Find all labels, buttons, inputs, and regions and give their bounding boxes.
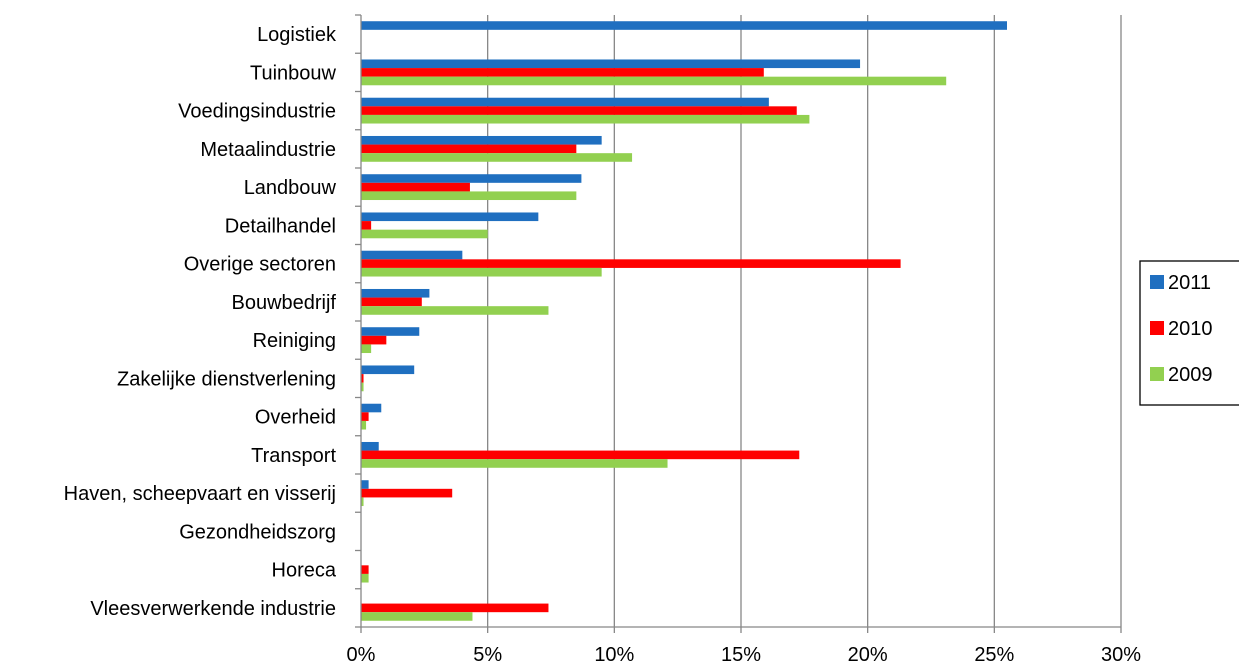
- category-label: Reiniging: [253, 330, 336, 352]
- bar: [361, 191, 577, 201]
- x-tick-labels: 0% 5% 10% 15% 20% 25% 30%: [347, 644, 1142, 664]
- axes: [355, 14, 1122, 633]
- category-label: Overheid: [255, 407, 336, 429]
- bar: [361, 135, 602, 145]
- bar: [361, 335, 387, 345]
- bar: [361, 420, 367, 430]
- bar: [361, 174, 582, 183]
- category-label: Zakelijke dienstverlening: [117, 368, 336, 390]
- legend-label: 2009: [1168, 364, 1213, 386]
- category-label: Logistiek: [257, 24, 337, 46]
- bar: [361, 114, 810, 124]
- bar: [361, 59, 861, 69]
- bar: [361, 221, 372, 230]
- bar: [361, 450, 800, 460]
- category-label: Detailhandel: [225, 215, 336, 237]
- bar: [361, 182, 470, 192]
- bar-series: [361, 21, 1007, 621]
- category-labels: Logistiek Tuinbouw Voedingsindustrie Metaal…: [64, 24, 337, 620]
- x-tick-label: 30%: [1101, 644, 1141, 664]
- category-label: Landbouw: [244, 177, 337, 199]
- category-label: Metaalindustrie: [200, 139, 336, 161]
- bar: [361, 327, 420, 336]
- bar: [361, 365, 415, 375]
- x-tick-label: 15%: [721, 644, 761, 664]
- bar: [361, 68, 764, 77]
- bar: [361, 106, 797, 115]
- category-label: Overige sectoren: [184, 254, 336, 276]
- bar: [361, 497, 364, 507]
- bar: [361, 229, 488, 239]
- bar: [361, 374, 364, 383]
- x-tick-label: 0%: [347, 644, 376, 664]
- bar: [361, 250, 463, 260]
- legend-swatch: [1150, 275, 1164, 289]
- bar: [361, 297, 422, 307]
- legend: 2011 2010 2009: [1139, 260, 1239, 406]
- bar: [361, 212, 539, 222]
- category-label: Bouwbedrijf: [231, 292, 336, 314]
- bar: [361, 344, 372, 354]
- x-tick-label: 10%: [594, 644, 634, 664]
- bar: [361, 288, 430, 298]
- bar: [361, 480, 369, 489]
- x-tick-label: 20%: [848, 644, 888, 664]
- bar: [361, 459, 668, 468]
- bar: [361, 382, 364, 392]
- bar: [361, 412, 369, 421]
- bar: [361, 76, 947, 86]
- bar: [361, 153, 633, 162]
- bar: [361, 144, 577, 154]
- legend-label: 2011: [1168, 272, 1211, 294]
- bar: [361, 21, 1007, 30]
- bar: [361, 97, 769, 107]
- category-label: Gezondheidszorg: [179, 521, 336, 543]
- category-label: Tuinbouw: [250, 62, 337, 84]
- bar: [361, 612, 473, 621]
- bar: [361, 565, 369, 574]
- category-label: Horeca: [272, 560, 337, 582]
- legend-swatch: [1150, 367, 1164, 381]
- bar: [361, 267, 602, 277]
- category-label: Voedingsindustrie: [178, 101, 336, 123]
- bar: [361, 603, 549, 613]
- bar: [361, 573, 369, 583]
- x-tick-label: 5%: [473, 644, 502, 664]
- legend-swatch: [1150, 321, 1164, 335]
- bar: [361, 488, 453, 498]
- category-label: Haven, scheepvaart en visserij: [64, 483, 336, 505]
- legend-label: 2010: [1168, 318, 1213, 340]
- category-label: Vleesverwerkende industrie: [90, 598, 336, 620]
- bar: [361, 403, 382, 413]
- bar: [361, 259, 901, 268]
- bar: [361, 441, 379, 451]
- bar: [361, 306, 549, 315]
- x-tick-label: 25%: [974, 644, 1014, 664]
- category-label: Transport: [251, 445, 336, 467]
